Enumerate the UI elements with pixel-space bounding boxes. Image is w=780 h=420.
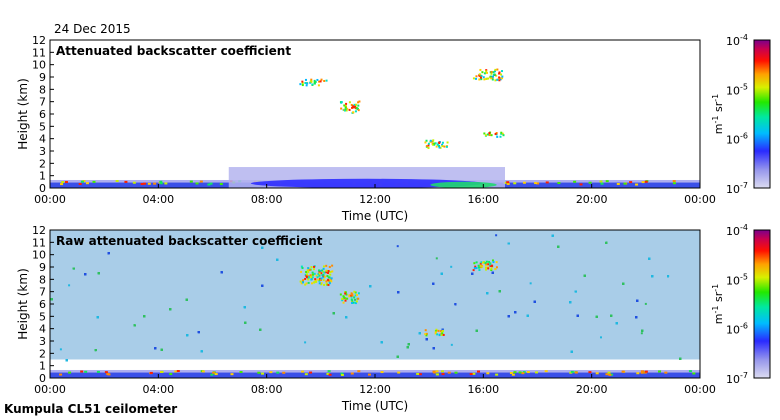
raw-backscatter-panel: 00:00 04:00 08:00 12:00 16:00 20:00 00:0001234… <box>16 223 771 413</box>
y-tick-label: 2 <box>39 157 46 170</box>
colorbar-tick-label: 10-4 <box>726 223 748 238</box>
cloud-echoes <box>299 68 505 150</box>
cloud-echo <box>299 264 334 287</box>
y-tick-label: 12 <box>32 224 46 237</box>
x-tick-label: 08:00 <box>251 193 283 206</box>
colorbar-unit: m-1 sr-1 <box>711 94 725 134</box>
y-tick-label: 9 <box>39 71 46 84</box>
y-tick-label: 11 <box>32 46 46 59</box>
backscatter-layers <box>50 230 700 378</box>
cloud-echo <box>472 259 498 272</box>
colorbar-tick-label: 10-6 <box>726 132 748 147</box>
y-tick-label: 6 <box>39 108 46 121</box>
y-tick-label: 8 <box>39 273 46 286</box>
colorbar: 10-4 10-5 10-6 10-7 m-1 sr-1 <box>711 223 771 386</box>
y-tick-label: 5 <box>39 310 46 323</box>
x-axis-label: Time (UTC) <box>341 209 408 223</box>
cloud-echo <box>299 78 328 87</box>
x-tick-label: 12:00 <box>359 193 391 206</box>
y-tick-label: 7 <box>39 286 46 299</box>
x-tick-label: 12:00 <box>359 383 391 396</box>
y-tick-label: 12 <box>32 34 46 47</box>
colorbar-tick-label: 10-7 <box>726 371 748 386</box>
y-tick-label: 4 <box>39 323 46 336</box>
colorbar-scale <box>753 229 771 379</box>
x-tick-label: 00:00 <box>34 193 66 206</box>
noise-background <box>50 230 700 362</box>
y-tick-label: 10 <box>32 59 46 72</box>
attenuated-backscatter-panel: 00:00 04:00 08:00 12:00 16:00 20:00 00:0001234… <box>16 33 771 223</box>
cloud-echoes <box>299 259 498 337</box>
y-tick-label: 1 <box>39 360 46 373</box>
y-tick-label: 6 <box>39 298 46 311</box>
x-tick-label: 20:00 <box>576 193 608 206</box>
panel-title: Attenuated backscatter coefficient <box>56 44 291 58</box>
x-tick-label: 00:00 <box>684 193 716 206</box>
cloud-echo <box>424 139 449 150</box>
y-tick-label: 2 <box>39 347 46 360</box>
cloud-echo <box>424 328 445 337</box>
x-tick-label: 04:00 <box>142 193 174 206</box>
y-tick-label: 4 <box>39 133 46 146</box>
y-tick-label: 10 <box>32 249 46 262</box>
colorbar-unit: m-1 sr-1 <box>711 284 725 324</box>
x-tick-label: 16:00 <box>467 193 499 206</box>
colorbar-tick-label: 10-5 <box>726 272 748 287</box>
panel-title: Raw attenuated backscatter coefficient <box>56 234 323 248</box>
axes: 00:00 04:00 08:00 12:00 16:00 20:00 00:0001234… <box>16 224 716 413</box>
cloud-echo <box>483 131 505 138</box>
x-axis-label: Time (UTC) <box>341 399 408 413</box>
x-tick-label: 20:00 <box>576 383 608 396</box>
colorbar-scale <box>753 39 771 189</box>
y-tick-label: 1 <box>39 170 46 183</box>
colorbar: 10-4 10-5 10-6 10-7 m-1 sr-1 <box>711 33 771 196</box>
colorbar-tick-label: 10-7 <box>726 181 748 196</box>
y-tick-label: 8 <box>39 83 46 96</box>
y-axis-label: Height (km) <box>16 78 30 149</box>
y-axis-label: Height (km) <box>16 268 30 339</box>
x-tick-label: 00:00 <box>684 383 716 396</box>
y-tick-label: 11 <box>32 236 46 249</box>
date-label: 24 Dec 2015 <box>54 22 131 36</box>
mixed-layer <box>228 167 505 188</box>
x-tick-label: 04:00 <box>142 383 174 396</box>
x-tick-label: 08:00 <box>251 383 283 396</box>
axes: 00:00 04:00 08:00 12:00 16:00 20:00 00:0001234… <box>16 34 716 223</box>
cloud-echo <box>472 68 504 82</box>
y-tick-label: 9 <box>39 261 46 274</box>
x-tick-label: 00:00 <box>34 383 66 396</box>
cloud-echo <box>339 100 361 114</box>
y-tick-label: 0 <box>39 372 46 385</box>
instrument-label: Kumpula CL51 ceilometer <box>4 402 177 416</box>
y-tick-label: 5 <box>39 120 46 133</box>
colorbar-tick-label: 10-4 <box>726 33 748 48</box>
y-tick-label: 0 <box>39 182 46 195</box>
colorbar-tick-label: 10-5 <box>726 82 748 97</box>
y-tick-label: 7 <box>39 96 46 109</box>
y-tick-label: 3 <box>39 145 46 158</box>
y-tick-label: 3 <box>39 335 46 348</box>
colorbar-tick-label: 10-6 <box>726 322 748 337</box>
cloud-echo <box>339 290 360 305</box>
x-tick-label: 16:00 <box>467 383 499 396</box>
